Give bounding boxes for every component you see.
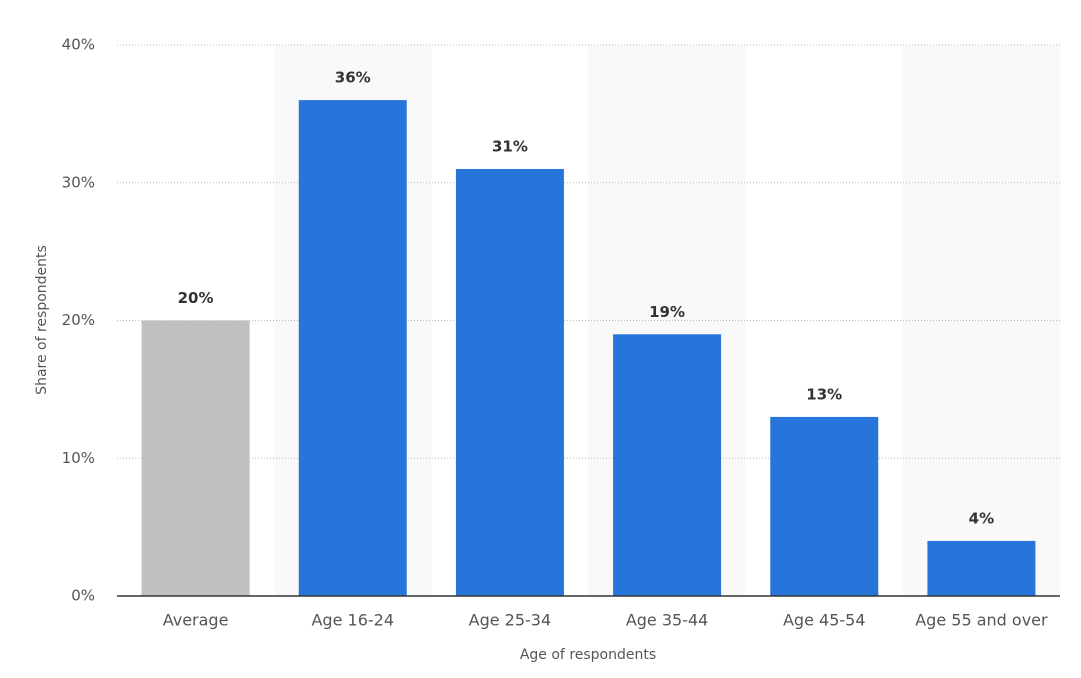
x-tick-label: Age 45-54 <box>783 611 866 630</box>
x-tick-label: Age 25-34 <box>469 611 552 630</box>
x-tick-label: Age 55 and over <box>915 611 1048 630</box>
bar <box>141 320 250 596</box>
x-tick-label: Age 35-44 <box>626 611 709 630</box>
value-label: 20% <box>178 289 214 307</box>
bar <box>613 334 722 596</box>
y-tick-label: 20% <box>62 311 95 329</box>
x-tick-label: Age 16-24 <box>311 611 394 630</box>
value-label: 13% <box>806 385 842 403</box>
y-tick-label: 30% <box>62 173 95 191</box>
y-axis-label: Share of respondents <box>34 245 50 395</box>
x-tick-label: Average <box>163 611 229 630</box>
value-label: 31% <box>492 137 528 155</box>
bar <box>455 168 564 596</box>
value-label: 36% <box>335 69 371 87</box>
bar <box>770 416 879 596</box>
y-tick-label: 0% <box>71 587 95 605</box>
value-label: 4% <box>969 509 994 527</box>
bar <box>298 100 407 596</box>
y-tick-label: 40% <box>62 36 95 54</box>
x-axis-label: Age of respondents <box>520 647 656 663</box>
y-tick-label: 10% <box>62 449 95 467</box>
bar <box>927 540 1036 596</box>
value-label: 19% <box>649 303 685 321</box>
